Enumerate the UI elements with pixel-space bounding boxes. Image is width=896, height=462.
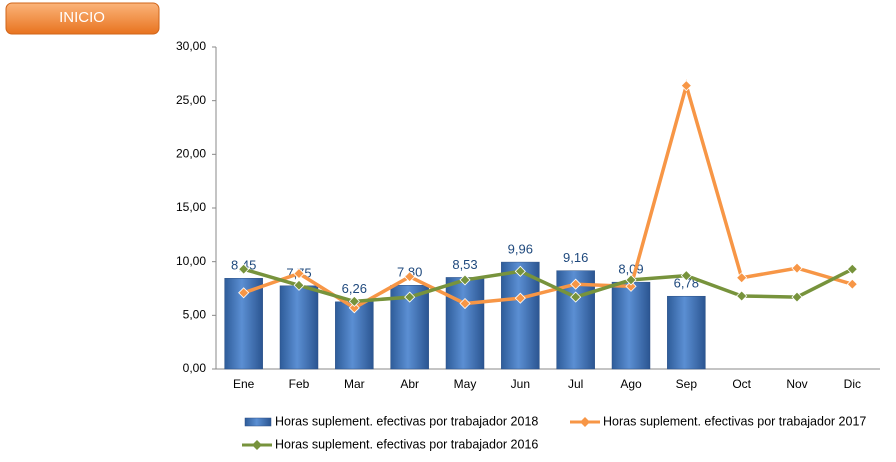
x-tick-label: Jul — [568, 377, 583, 391]
data-label: 9,96 — [508, 242, 533, 257]
line-marker — [293, 267, 305, 280]
line-marker — [736, 272, 748, 284]
bar — [667, 295, 706, 370]
x-tick-label: Mar — [344, 377, 365, 391]
y-tick-label: 20,00 — [176, 147, 206, 161]
legend-label: Horas suplement. efectivas por trabajado… — [275, 437, 538, 451]
line-marker — [680, 270, 692, 282]
line-marker — [293, 279, 305, 291]
line-marker — [238, 263, 250, 275]
line-marker — [736, 290, 748, 302]
line-marker — [459, 274, 471, 286]
line-marker — [459, 297, 471, 310]
line-marker — [514, 292, 526, 304]
line-marker — [348, 295, 360, 307]
data-label: 8,53 — [452, 257, 477, 272]
bar — [611, 281, 651, 370]
inicio-button[interactable]: INICIO — [5, 2, 160, 35]
button-bg[interactable] — [5, 2, 160, 35]
line-marker — [570, 278, 582, 290]
y-tick-label: 15,00 — [176, 200, 206, 214]
y-tick-label: 30,00 — [176, 39, 206, 53]
y-tick-label: 5,00 — [183, 308, 207, 322]
x-tick-label: Ene — [233, 377, 255, 391]
x-tick-label: Dic — [844, 377, 861, 391]
x-tick-label: Nov — [786, 377, 807, 391]
y-tick-label: 0,00 — [183, 361, 207, 375]
legend-marker — [252, 440, 262, 450]
line-marker — [348, 302, 360, 314]
legend-marker — [580, 417, 590, 427]
line-marker — [680, 80, 692, 92]
line-marker — [238, 287, 250, 299]
bar — [445, 277, 485, 370]
legend-swatch — [244, 417, 272, 427]
line-marker — [791, 262, 803, 274]
y-tick-label: 10,00 — [176, 254, 206, 268]
x-tick-label: Feb — [289, 377, 310, 391]
x-tick-label: Jun — [511, 377, 530, 391]
line-marker — [404, 291, 416, 303]
line-marker — [846, 263, 858, 275]
x-tick-label: Oct — [732, 377, 751, 391]
x-tick-label: Abr — [400, 377, 419, 391]
x-tick-label: Sep — [676, 377, 698, 391]
bar — [501, 261, 540, 370]
x-tick-label: May — [454, 377, 477, 391]
data-label: 6,26 — [342, 281, 367, 296]
x-tick-label: Ago — [620, 377, 642, 391]
legend-label: Horas suplement. efectivas por trabajado… — [275, 414, 538, 428]
line-marker — [625, 274, 637, 286]
line-marker — [625, 280, 637, 292]
bar — [279, 285, 319, 370]
line — [243, 267, 854, 304]
button-label[interactable]: INICIO — [59, 9, 105, 26]
line-marker — [791, 291, 803, 303]
line-marker — [404, 271, 416, 283]
y-tick-label: 25,00 — [176, 93, 206, 107]
legend-label: Horas suplement. efectivas por trabajado… — [603, 414, 866, 428]
line-marker — [846, 278, 858, 290]
line — [243, 79, 853, 310]
line-marker — [514, 265, 526, 277]
data-label: 9,16 — [563, 250, 588, 265]
line-marker — [570, 291, 582, 303]
